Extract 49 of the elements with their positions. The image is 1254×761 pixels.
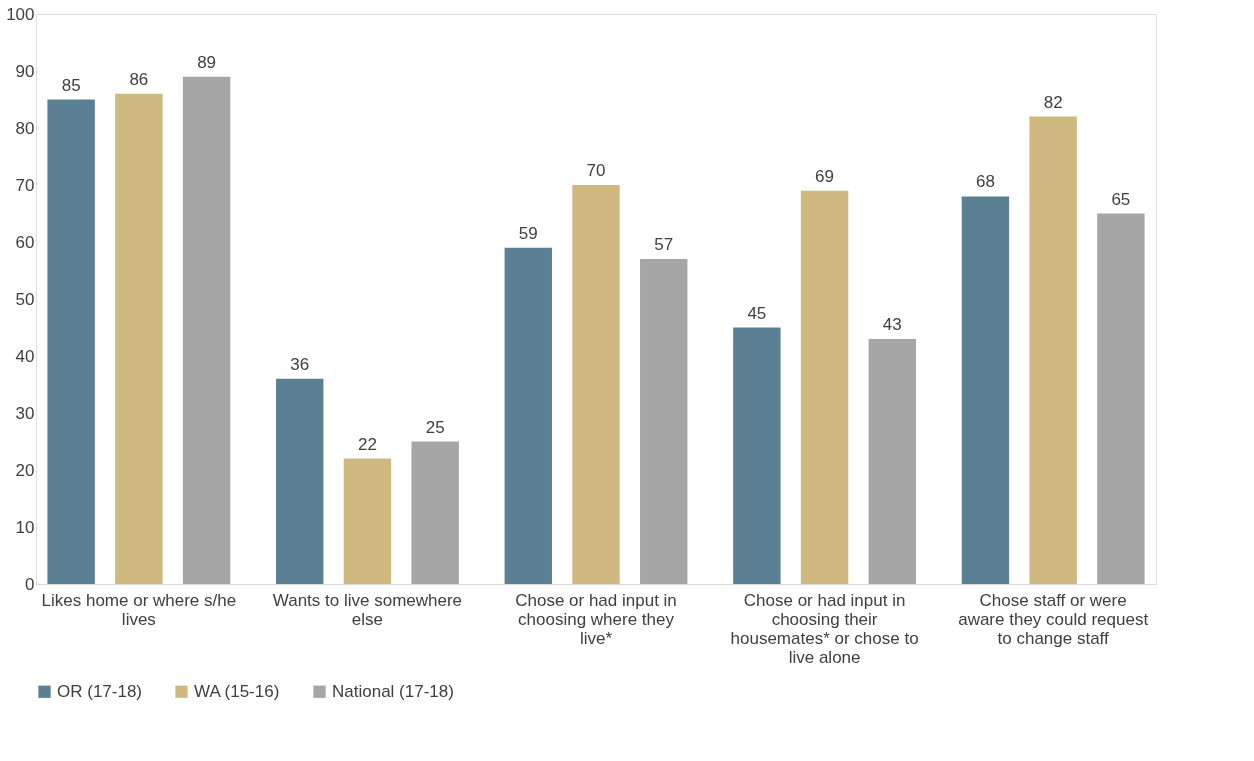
bar bbox=[411, 441, 459, 584]
data-label: 36 bbox=[290, 354, 310, 374]
data-label: 59 bbox=[518, 223, 538, 243]
bar bbox=[276, 378, 324, 584]
bar bbox=[868, 338, 916, 584]
data-label: 25 bbox=[425, 417, 445, 437]
legend-label: OR (17-18) bbox=[57, 681, 143, 701]
bar bbox=[343, 458, 392, 584]
data-label: 86 bbox=[129, 69, 149, 89]
y-tick-label: 70 bbox=[15, 175, 35, 195]
bar bbox=[800, 190, 849, 584]
bar bbox=[182, 76, 231, 584]
y-tick-label: 0 bbox=[25, 574, 35, 594]
y-tick-label: 20 bbox=[15, 460, 35, 480]
legend-label: WA (15-16) bbox=[194, 681, 280, 701]
data-label: 43 bbox=[882, 314, 902, 334]
data-label: 22 bbox=[357, 434, 377, 454]
data-label: 65 bbox=[1111, 189, 1131, 209]
bar bbox=[572, 185, 620, 584]
x-tick-label: Chose staff or were aware they could request to change staff bbox=[958, 590, 1149, 648]
data-label: 89 bbox=[197, 52, 217, 72]
bar bbox=[733, 327, 781, 584]
x-tick-label: Chose or had input in choosing where they live* bbox=[515, 590, 677, 648]
data-label: 45 bbox=[747, 303, 767, 323]
y-tick-label: 60 bbox=[15, 232, 35, 252]
x-tick-label: Likes home or where s/he lives bbox=[41, 590, 237, 629]
y-tick-label: 50 bbox=[15, 289, 35, 309]
bar bbox=[1097, 213, 1145, 584]
data-label: 57 bbox=[654, 235, 674, 255]
bar bbox=[115, 93, 163, 584]
y-tick-label: 10 bbox=[15, 517, 35, 537]
bar bbox=[1029, 116, 1077, 584]
bar bbox=[504, 247, 552, 584]
bar bbox=[961, 196, 1010, 584]
data-label: 70 bbox=[586, 161, 606, 180]
bar bbox=[640, 259, 688, 584]
y-tick-label: 40 bbox=[15, 346, 35, 366]
bar bbox=[47, 99, 95, 584]
x-tick-label: Chose or had input in choosing their housemates* or chose to live alone bbox=[730, 590, 919, 667]
data-label: 85 bbox=[61, 75, 81, 95]
data-label: 68 bbox=[975, 172, 995, 192]
data-label: 82 bbox=[1043, 92, 1063, 112]
data-label: 69 bbox=[815, 166, 835, 186]
legend-label: National (17-18) bbox=[332, 681, 454, 701]
y-tick-label: 80 bbox=[15, 118, 35, 138]
y-tick-label: 30 bbox=[15, 403, 35, 423]
y-tick-label: 90 bbox=[15, 61, 35, 81]
x-tick-label: Wants to live somewhere else bbox=[272, 590, 463, 629]
y-tick-label: 100 bbox=[6, 4, 35, 24]
